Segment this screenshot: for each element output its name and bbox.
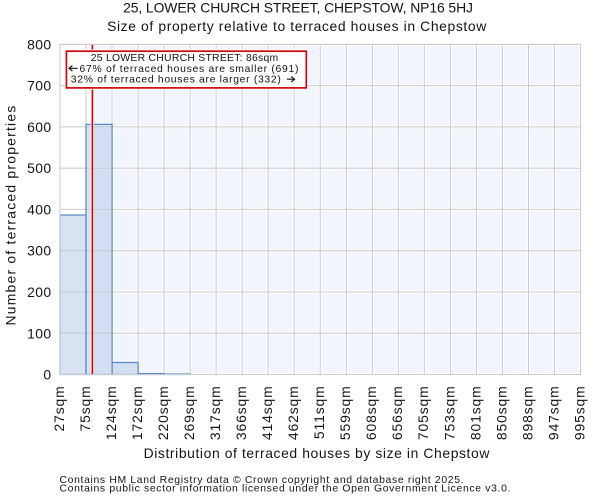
svg-text:462sqm: 462sqm [285,385,301,440]
svg-text:705sqm: 705sqm [415,385,431,440]
svg-text:753sqm: 753sqm [441,385,457,440]
svg-text:500: 500 [27,160,51,176]
svg-text:656sqm: 656sqm [389,385,405,440]
svg-text:Number of terraced properties: Number of terraced properties [2,105,18,326]
svg-text:32% of terraced houses are lar: 32% of terraced houses are larger (332) [71,74,282,85]
svg-text:0: 0 [43,367,51,383]
svg-text:172sqm: 172sqm [129,385,145,440]
svg-text:995sqm: 995sqm [571,385,587,440]
svg-text:200: 200 [27,284,51,300]
svg-text:947sqm: 947sqm [545,385,561,440]
svg-text:366sqm: 366sqm [233,385,249,440]
svg-text:27sqm: 27sqm [51,385,67,431]
svg-text:67% of terraced houses are sma: 67% of terraced houses are smaller (691) [80,64,300,75]
svg-text:Contains public sector informa: Contains public sector information licen… [60,484,512,495]
svg-text:25, LOWER CHURCH STREET, CHEPS: 25, LOWER CHURCH STREET, CHEPSTOW, NP16 … [123,0,473,16]
svg-text:400: 400 [27,202,51,218]
svg-text:608sqm: 608sqm [363,385,379,440]
svg-text:124sqm: 124sqm [103,385,119,440]
svg-text:559sqm: 559sqm [337,385,353,440]
svg-text:850sqm: 850sqm [493,385,509,440]
svg-text:300: 300 [27,243,51,259]
svg-text:Size of property relative to t: Size of property relative to terraced ho… [107,18,487,34]
svg-text:269sqm: 269sqm [181,385,197,440]
svg-text:800: 800 [27,37,51,53]
svg-text:511sqm: 511sqm [311,385,327,439]
svg-text:75sqm: 75sqm [77,385,93,431]
svg-text:25 LOWER CHURCH STREET: 86sqm: 25 LOWER CHURCH STREET: 86sqm [91,53,279,64]
svg-text:801sqm: 801sqm [467,385,483,440]
svg-text:414sqm: 414sqm [259,385,275,440]
svg-text:700: 700 [27,78,51,94]
svg-text:317sqm: 317sqm [207,385,223,440]
svg-text:898sqm: 898sqm [519,385,535,440]
svg-text:Distribution of terraced house: Distribution of terraced houses by size … [144,445,491,461]
svg-text:100: 100 [27,325,51,341]
svg-text:600: 600 [27,119,51,135]
svg-text:220sqm: 220sqm [155,385,171,440]
svg-text:Contains HM Land Registry data: Contains HM Land Registry data © Crown c… [60,475,465,486]
